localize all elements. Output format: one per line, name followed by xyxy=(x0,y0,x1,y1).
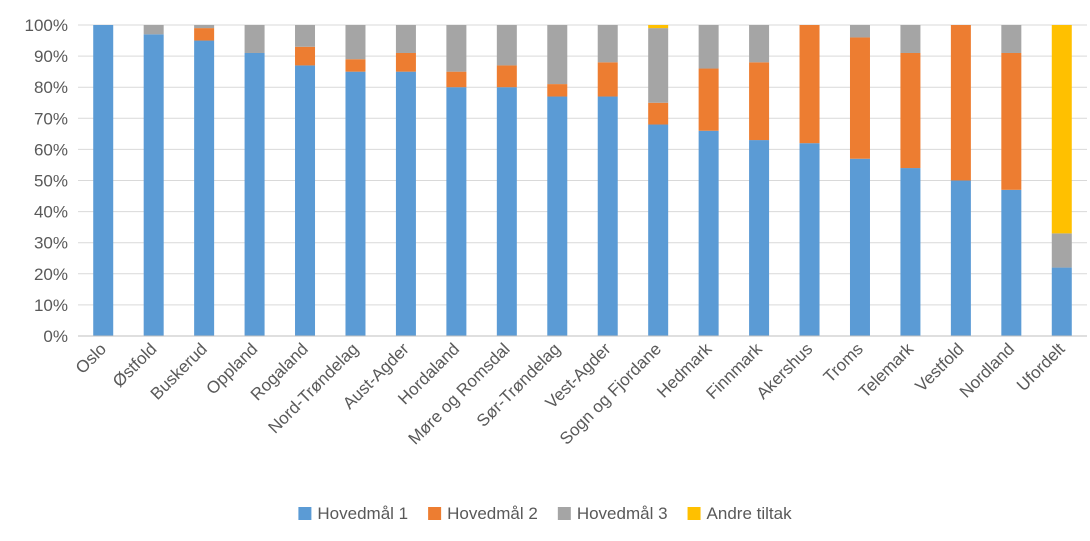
gridlines xyxy=(78,24,1087,337)
x-tick-label: Troms xyxy=(820,339,867,386)
bar-segment xyxy=(1051,267,1072,336)
bar-segment xyxy=(1001,189,1022,336)
bar-segment xyxy=(395,25,416,53)
bar-segment xyxy=(1001,52,1022,190)
bar-segment xyxy=(395,52,416,72)
bar-segment xyxy=(496,87,517,336)
bar-segment xyxy=(849,25,870,38)
bar-segment xyxy=(648,124,669,337)
bar-segment xyxy=(749,62,770,141)
bar-segment xyxy=(849,158,870,336)
bar-segment xyxy=(295,46,316,66)
bar-segment xyxy=(900,25,921,53)
bar-segment xyxy=(295,65,316,337)
bar-segment xyxy=(244,25,265,53)
bar-segment xyxy=(900,52,921,169)
bar-segment xyxy=(698,25,719,69)
bar-segment xyxy=(950,25,971,181)
y-tick-label: 70% xyxy=(34,109,68,128)
bar-segment xyxy=(849,37,870,159)
bar-segment xyxy=(143,34,164,336)
bar-segment xyxy=(1051,25,1072,234)
bar-segment xyxy=(194,25,215,29)
bars xyxy=(93,25,1072,337)
bar-segment xyxy=(194,40,215,337)
bar-segment xyxy=(749,25,770,63)
bar-segment xyxy=(395,71,416,337)
legend-label: Andre tiltak xyxy=(707,504,793,523)
bar-segment xyxy=(547,25,568,85)
y-tick-label: 100% xyxy=(25,16,68,35)
bar-segment xyxy=(1051,233,1072,268)
bar-segment xyxy=(496,65,517,88)
bar-segment xyxy=(749,140,770,336)
x-tick-label: Akershus xyxy=(753,339,817,403)
bar-segment xyxy=(698,68,719,131)
y-tick-label: 50% xyxy=(34,172,68,191)
x-tick-label: Nordland xyxy=(956,339,1018,401)
bar-segment xyxy=(446,71,467,88)
bar-segment xyxy=(547,84,568,97)
legend: Hovedmål 1 Hovedmål 2 Hovedmål 3 Andre tilt… xyxy=(298,504,792,523)
legend-swatch xyxy=(298,507,312,520)
bar-segment xyxy=(1001,25,1022,53)
legend-swatch xyxy=(687,507,701,520)
y-tick-label: 40% xyxy=(34,203,68,222)
bar-segment xyxy=(496,25,517,66)
y-axis: 0% 10% 20% 30% 40% 50% 60% 70% 80% 90% 100% xyxy=(25,16,68,346)
y-tick-label: 10% xyxy=(34,296,68,315)
legend-label: Hovedmål 2 xyxy=(447,504,538,523)
bar-segment xyxy=(244,52,265,337)
bar-segment xyxy=(345,25,366,60)
y-tick-label: 20% xyxy=(34,265,68,284)
bar-segment xyxy=(597,25,618,63)
bar-segment xyxy=(900,168,921,336)
bar-segment xyxy=(143,25,164,35)
y-tick-label: 0% xyxy=(43,327,68,346)
bar-segment xyxy=(698,130,719,336)
bar-segment xyxy=(597,62,618,97)
bar-segment xyxy=(648,28,669,103)
bar-segment xyxy=(648,25,669,29)
bar-segment xyxy=(446,87,467,336)
bar-segment xyxy=(950,180,971,336)
bar-segment xyxy=(345,71,366,337)
x-tick-label: Nord-Trøndelag xyxy=(264,339,362,437)
bar-segment xyxy=(547,96,568,336)
y-tick-label: 90% xyxy=(34,47,68,66)
bar-segment xyxy=(345,59,366,72)
x-tick-label: Ufordelt xyxy=(1013,339,1069,395)
legend-swatch xyxy=(557,507,571,520)
bar-segment xyxy=(295,25,316,47)
y-tick-label: 60% xyxy=(34,140,68,159)
bar-segment xyxy=(446,25,467,72)
bar-segment xyxy=(93,25,114,336)
x-tick-label: Oslo xyxy=(72,339,110,377)
legend-swatch xyxy=(428,507,442,520)
x-axis: OsloØstfoldBuskerudOpplandRogalandNord-T… xyxy=(72,335,1087,448)
legend-label: Hovedmål 1 xyxy=(317,504,408,523)
y-tick-label: 80% xyxy=(34,78,68,97)
bar-segment xyxy=(799,25,820,144)
x-tick-label: Telemark xyxy=(855,339,918,402)
bar-segment xyxy=(799,143,820,336)
bar-segment xyxy=(597,96,618,336)
y-tick-label: 30% xyxy=(34,234,68,253)
bar-segment xyxy=(648,102,669,125)
legend-label: Hovedmål 3 xyxy=(577,504,668,523)
bar-segment xyxy=(194,28,215,41)
